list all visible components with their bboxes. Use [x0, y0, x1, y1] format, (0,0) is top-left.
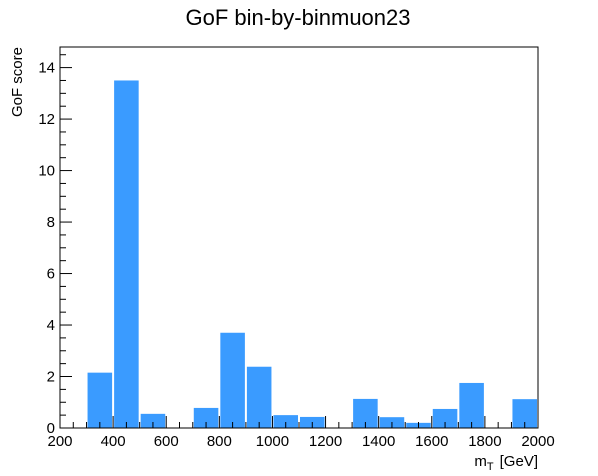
x-axis-label-sub: T [487, 461, 494, 473]
bar-3 [193, 407, 219, 428]
y-axis: 0 2 4 6 8 10 12 14 [38, 54, 72, 437]
y-tick-label-3: 6 [47, 266, 55, 283]
y-axis-label: GoF score [9, 47, 26, 117]
x-tick-label-3: 800 [207, 433, 232, 450]
x-tick-label-8: 1800 [468, 433, 501, 450]
x-tick-label-0: 200 [47, 433, 72, 450]
x-tick-label-2: 600 [154, 433, 179, 450]
y-tick-label-4: 8 [47, 214, 55, 231]
x-tick-label-9: 2000 [521, 433, 554, 450]
y-tick-label-7: 14 [38, 60, 55, 77]
x-tick-label-7: 1600 [415, 433, 448, 450]
y-tick-label-6: 12 [38, 111, 55, 128]
x-tick-label-6: 1400 [362, 433, 395, 450]
x-axis-label-main: m [474, 453, 487, 470]
bar-1 [114, 80, 139, 428]
x-tick-label-1: 400 [101, 433, 126, 450]
x-tick-label-4: 1000 [256, 433, 289, 450]
chart-title: GoF bin-by-binmuon23 [185, 5, 410, 30]
bar-12 [459, 382, 484, 428]
bar-0 [87, 372, 113, 428]
bar-4 [220, 332, 245, 428]
bars-group [87, 80, 537, 428]
x-axis: 200 400 600 800 1000 1200 1400 1600 1800 2000 [47, 416, 555, 450]
bar-5 [246, 366, 272, 428]
x-axis-label: mT [GeV] [474, 453, 538, 473]
x-tick-label-5: 1200 [309, 433, 342, 450]
bar-2 [140, 413, 166, 428]
y-tick-label-5: 10 [38, 163, 55, 180]
y-tick-label-0: 0 [47, 420, 55, 437]
x-axis-label-unit: [GeV] [500, 453, 538, 470]
bar-6 [273, 415, 298, 428]
y-tick-label-2: 4 [47, 317, 55, 334]
bar-11 [432, 408, 458, 428]
y-tick-label-1: 2 [47, 369, 55, 386]
